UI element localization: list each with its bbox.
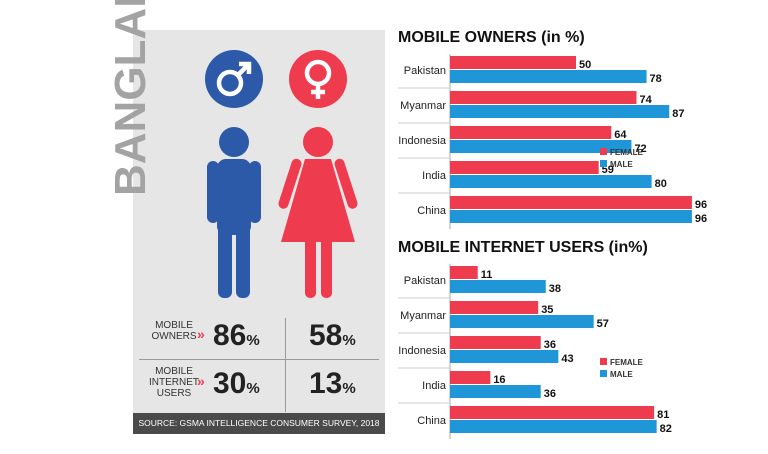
- data-label: 57: [597, 318, 609, 330]
- bar-male: [450, 105, 670, 118]
- data-label: 74: [639, 94, 652, 106]
- data-label: 35: [541, 304, 553, 316]
- male-internet-value: 30%: [213, 367, 260, 400]
- bar-female: [450, 126, 612, 139]
- legend-swatch: [600, 370, 607, 377]
- divider: [285, 318, 286, 412]
- bangladesh-panel: BANGLADESH: [106, 0, 385, 434]
- data-label: 64: [614, 129, 627, 141]
- bar-female: [450, 196, 692, 209]
- legend-label: FEMALE: [610, 148, 644, 157]
- legend-label: MALE: [610, 370, 633, 379]
- category-label: Indonesia: [398, 135, 447, 147]
- bar-female: [450, 301, 539, 314]
- category-label: Myanmar: [400, 100, 446, 112]
- chart-title-owners: MOBILE OWNERS (in %): [398, 29, 585, 46]
- bar-female: [450, 91, 637, 104]
- chevron-right-icon: »: [197, 373, 205, 389]
- mobile-internet-chart: Pakistan 11 38 Myanmar 35 57 Indonesia 36 43 Indi…: [398, 264, 672, 439]
- data-label: 87: [672, 108, 684, 120]
- legend-label: MALE: [610, 160, 633, 169]
- data-label: 50: [579, 59, 591, 71]
- category-label: Pakistan: [404, 65, 446, 77]
- data-label: 81: [657, 409, 669, 421]
- bar-male: [450, 385, 541, 398]
- bar-female: [450, 56, 576, 69]
- mobile-internet-users-label: MOBILE INTERNET USERS: [149, 366, 199, 399]
- category-label: China: [417, 415, 447, 427]
- male-owners-value: 86%: [213, 319, 260, 352]
- data-label: 11: [481, 269, 493, 281]
- data-label: 82: [660, 423, 672, 435]
- bar-male: [450, 70, 647, 83]
- chart-title-internet: MOBILE INTERNET USERS (in%): [398, 239, 648, 256]
- category-label: Myanmar: [400, 310, 446, 322]
- data-label: 36: [544, 388, 556, 400]
- category-label: China: [417, 205, 447, 217]
- male-symbol-icon: [205, 50, 263, 108]
- data-label: 72: [634, 143, 646, 155]
- data-label: 43: [561, 353, 573, 365]
- male-figure-icon: [207, 127, 261, 298]
- bar-male: [450, 350, 559, 363]
- mobile-owners-label: MOBILE OWNERS: [151, 320, 197, 342]
- data-label: 80: [655, 178, 667, 190]
- bar-female: [450, 406, 655, 419]
- bar-female: [450, 336, 541, 349]
- female-owners-value: 58%: [309, 319, 356, 352]
- bar-female: [450, 266, 478, 279]
- category-label: Pakistan: [404, 275, 446, 287]
- legend-label: FEMALE: [610, 358, 644, 367]
- bar-male: [450, 315, 594, 328]
- female-figure-icon: [278, 127, 358, 298]
- bar-female: [450, 371, 491, 384]
- legend-swatch: [600, 160, 607, 167]
- chevron-right-icon: »: [197, 326, 205, 342]
- bar-male: [450, 420, 657, 433]
- bar-male: [450, 280, 546, 293]
- legend-swatch: [600, 148, 607, 155]
- category-label: India: [422, 380, 447, 392]
- source-note: SOURCE: GSMA INTELLIGENCE CONSUMER SURVE…: [133, 413, 385, 434]
- female-internet-value: 13%: [309, 367, 356, 400]
- data-label: 36: [544, 339, 556, 351]
- legend-swatch: [600, 358, 607, 365]
- data-label: 96: [695, 199, 707, 211]
- bar-male: [450, 175, 652, 188]
- divider: [139, 359, 379, 360]
- female-symbol-icon: [289, 50, 347, 108]
- mobile-owners-chart: Pakistan 50 78 Myanmar 74 87 Indonesia 64 72 Indi…: [398, 54, 707, 229]
- category-label: India: [422, 170, 447, 182]
- data-label: 78: [650, 73, 662, 85]
- bar-female: [450, 161, 599, 174]
- data-label: 96: [695, 213, 707, 225]
- bar-male: [450, 140, 632, 153]
- category-label: Indonesia: [398, 345, 447, 357]
- data-label: 38: [549, 283, 561, 295]
- data-label: 16: [493, 374, 505, 386]
- bar-male: [450, 210, 692, 223]
